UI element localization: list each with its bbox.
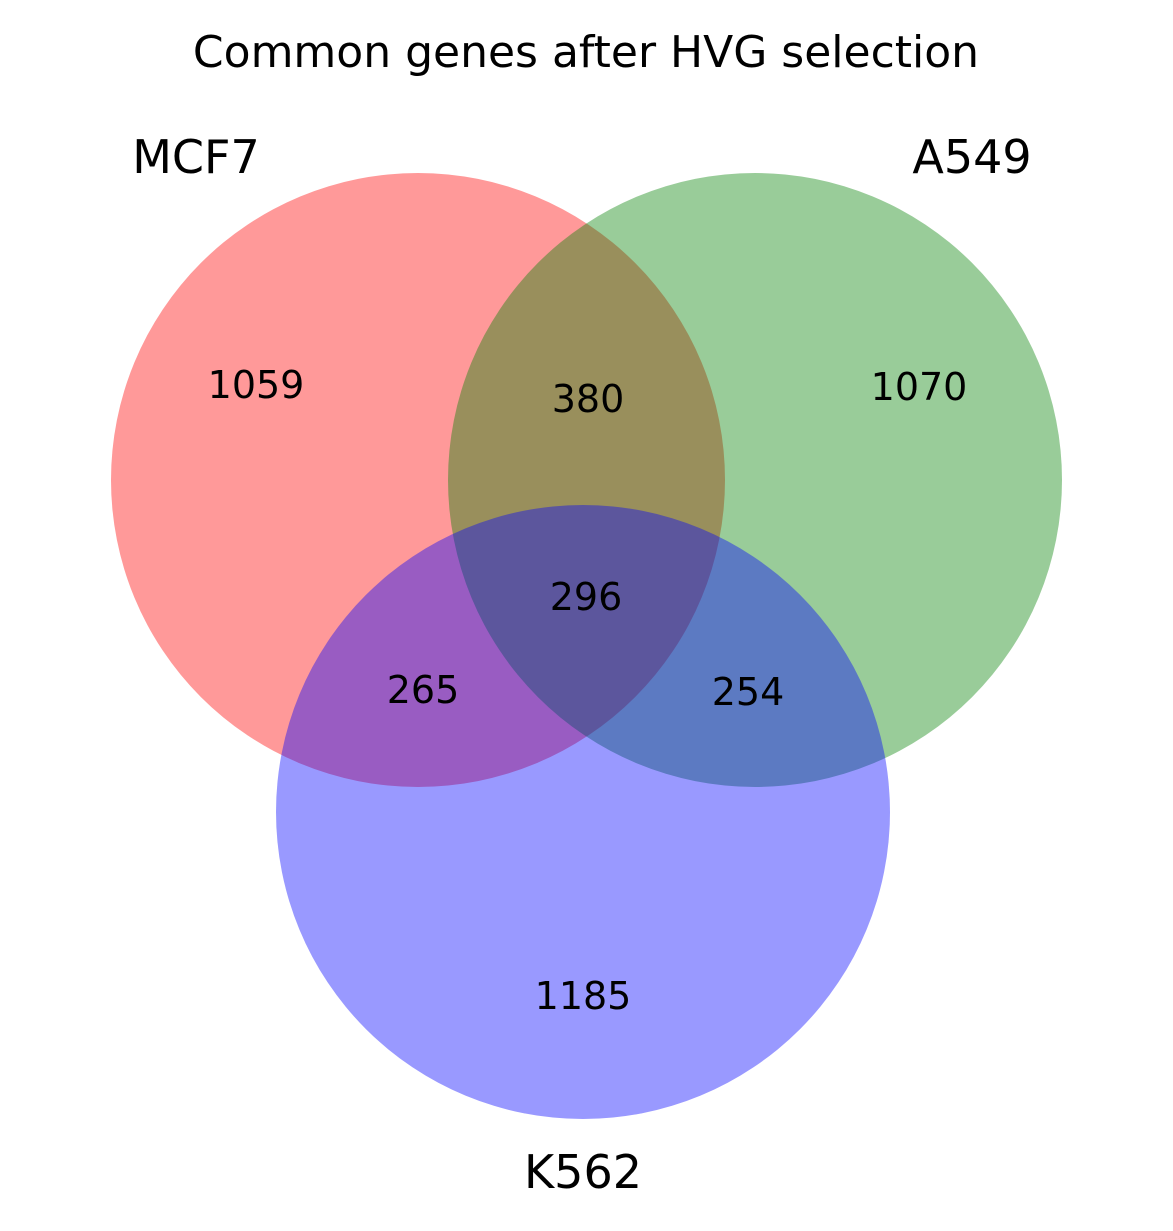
diagram-title: Common genes after HVG selection	[193, 27, 979, 78]
circle-a549	[448, 173, 1062, 787]
set-label-k562: K562	[524, 1145, 642, 1199]
circle-k562	[276, 505, 890, 1119]
count-k562-only: 1185	[535, 974, 632, 1018]
set-label-a549: A549	[912, 130, 1031, 184]
circle-mcf7	[111, 173, 725, 787]
count-all-three: 296	[550, 575, 623, 619]
count-a549-k562: 254	[712, 670, 785, 714]
count-mcf7-only: 1059	[208, 363, 305, 407]
set-label-mcf7: MCF7	[132, 130, 260, 184]
count-mcf7-a549: 380	[552, 377, 625, 421]
set-circles	[111, 173, 1062, 1119]
count-a549-only: 1070	[871, 365, 968, 409]
count-mcf7-k562: 265	[387, 668, 460, 712]
